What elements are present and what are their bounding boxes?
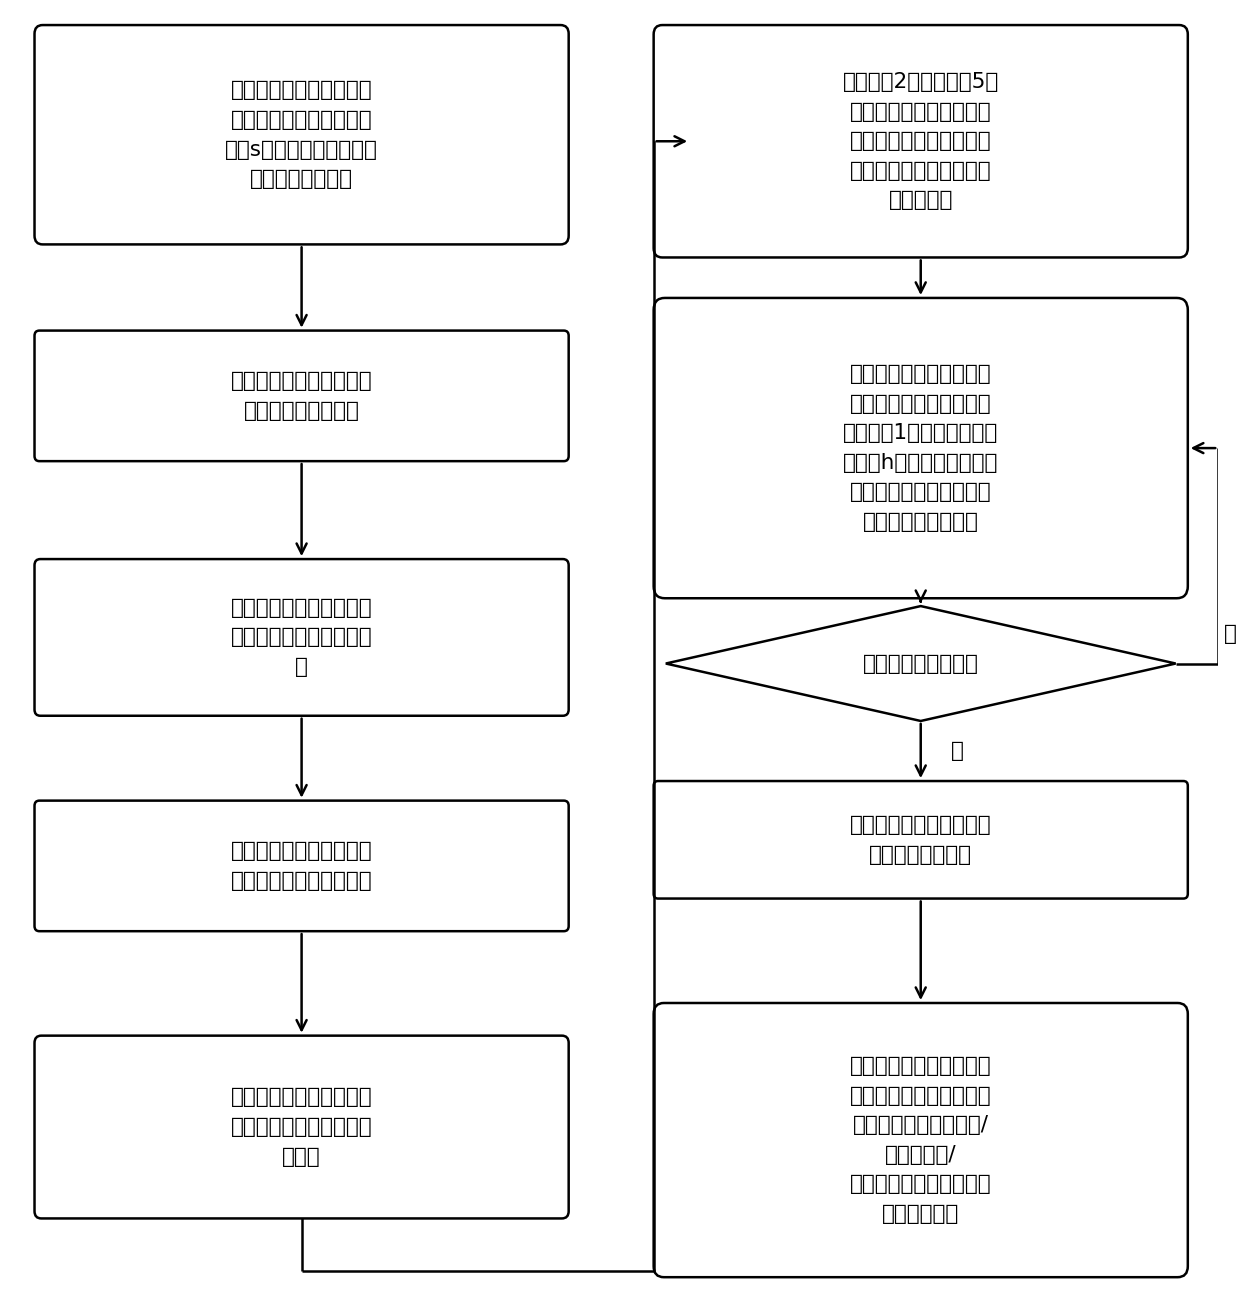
Text: 查阅元器件数据手册，确
定每个关键元器件的热功
耗: 查阅元器件数据手册，确 定每个关键元器件的热功 耗 [231, 598, 372, 677]
Text: 否: 否 [1224, 624, 1238, 644]
FancyBboxPatch shape [653, 298, 1188, 598]
Text: 根据所拟合的电路板温度
分布式计算电路板各点的
温度，再以电路板的长/
宽尺寸为横/
纵坐标，绘制出电路板温
度分布云图。: 根据所拟合的电路板温度 分布式计算电路板各点的 温度，再以电路板的长/ 宽尺寸为… [849, 1056, 992, 1225]
Text: 将电路板功率元器件按工
作温度由高到低排序，选
取前s个元器件作为待测温
度值的关键元器件: 将电路板功率元器件按工 作温度由高到低排序，选 取前s个元器件作为待测温 度值的… [226, 80, 378, 189]
FancyBboxPatch shape [35, 558, 569, 716]
FancyBboxPatch shape [35, 800, 569, 932]
Text: 获得满足精度要求的电路
板整体温度分布式: 获得满足精度要求的电路 板整体温度分布式 [849, 815, 992, 865]
FancyBboxPatch shape [653, 1003, 1188, 1277]
FancyBboxPatch shape [35, 25, 569, 244]
FancyBboxPatch shape [653, 781, 1188, 899]
Text: 将电路板功率元器件按工
作温度由高到低排序，选
取步骤（1）中个关键元器
件后的h个元器件作为非关
键元器件对电路板温度分
布式进行修正和优化: 将电路板功率元器件按工 作温度由高到低排序，选 取步骤（1）中个关键元器 件后的… [843, 364, 998, 532]
Text: 误差是否满足要求？: 误差是否满足要求？ [863, 653, 978, 674]
FancyBboxPatch shape [653, 25, 1188, 258]
FancyBboxPatch shape [35, 331, 569, 461]
Text: 查阅电路板设计原理图，
获取每个关键元器件的几
何坐标: 查阅电路板设计原理图， 获取每个关键元器件的几 何坐标 [231, 1088, 372, 1167]
Text: 查阅元器件数据手册，明
确每个关键元器件的热阻: 查阅元器件数据手册，明 确每个关键元器件的热阻 [231, 841, 372, 891]
Text: 是: 是 [951, 741, 963, 761]
FancyBboxPatch shape [35, 1035, 569, 1218]
Text: 利用热电偶测量方法采集
关键元器件的温度值: 利用热电偶测量方法采集 关键元器件的温度值 [231, 371, 372, 420]
Text: 将步骤（2）至步骤（5）
中测量的温度值及查阅手
册所获取的关键元器件参
数作为输入，拟合电路板
温度分布式: 将步骤（2）至步骤（5） 中测量的温度值及查阅手 册所获取的关键元器件参 数作为… [843, 72, 999, 210]
Polygon shape [666, 606, 1176, 721]
